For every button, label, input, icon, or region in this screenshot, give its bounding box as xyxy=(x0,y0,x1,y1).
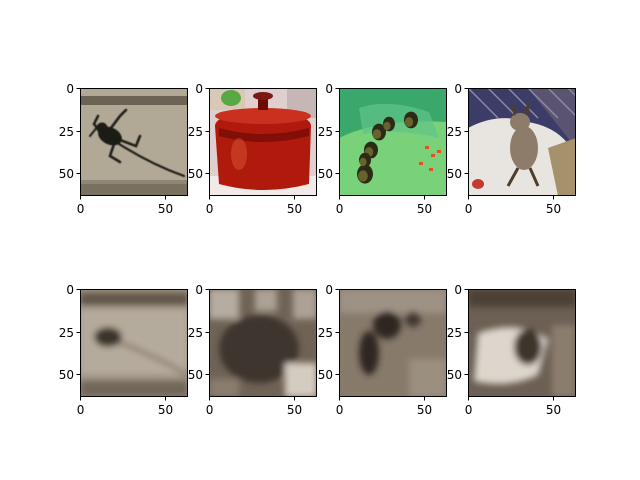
image-panel-r2c3: 0 50 0 25 50 xyxy=(318,283,447,417)
panel-image-r2c4 xyxy=(468,289,576,397)
panel-image-r2c1 xyxy=(80,289,188,397)
y-tick-label: 50 xyxy=(59,167,74,181)
x-tick-label: 50 xyxy=(417,403,432,417)
image-panel-r2c4: 0 50 0 25 50 xyxy=(447,283,576,417)
axes-frame xyxy=(209,88,317,196)
x-tick-label: 0 xyxy=(77,403,85,417)
axes-frame xyxy=(80,88,188,196)
x-tick-label: 50 xyxy=(417,202,432,216)
axes-frame xyxy=(339,289,447,397)
x-tick-label: 0 xyxy=(206,403,214,417)
y-tick-label: 50 xyxy=(447,167,462,181)
y-tick-label: 0 xyxy=(195,82,203,96)
image-panel-r2c2: 0 50 0 25 50 xyxy=(188,283,317,417)
panel-image-r1c2 xyxy=(209,88,317,196)
image-panel-r1c1: 0 50 0 25 50 xyxy=(59,82,188,216)
y-tick-label: 0 xyxy=(66,82,74,96)
x-tick-label: 0 xyxy=(77,202,85,216)
y-tick-label: 25 xyxy=(318,125,333,139)
panel-image-r2c2 xyxy=(209,289,317,397)
axes-frame xyxy=(209,289,317,397)
image-panel-r1c3: 0 50 0 25 50 xyxy=(318,82,447,216)
panel-image-r2c3 xyxy=(339,289,447,397)
y-tick-label: 0 xyxy=(454,82,462,96)
x-tick-label: 0 xyxy=(336,403,344,417)
image-panel-r1c4: 0 50 0 25 50 xyxy=(447,82,576,216)
y-tick-label: 0 xyxy=(325,283,333,297)
y-tick-label: 50 xyxy=(188,167,203,181)
y-tick-label: 25 xyxy=(59,326,74,340)
x-tick-label: 0 xyxy=(206,202,214,216)
x-tick-label: 0 xyxy=(465,202,473,216)
panel-image-r1c3 xyxy=(339,88,447,196)
axes-frame xyxy=(80,289,188,397)
image-panel-r1c2: 0 50 0 25 50 xyxy=(188,82,317,216)
x-tick-label: 50 xyxy=(158,202,173,216)
axes-frame xyxy=(468,88,576,196)
axes-frame xyxy=(468,289,576,397)
x-tick-label: 0 xyxy=(336,202,344,216)
y-tick-label: 0 xyxy=(454,283,462,297)
panel-image-r1c1 xyxy=(80,88,188,196)
x-tick-label: 50 xyxy=(287,403,302,417)
y-tick-label: 25 xyxy=(188,125,203,139)
y-tick-label: 0 xyxy=(195,283,203,297)
x-tick-label: 0 xyxy=(465,403,473,417)
x-tick-label: 50 xyxy=(158,403,173,417)
x-tick-label: 50 xyxy=(287,202,302,216)
y-tick-label: 25 xyxy=(447,326,462,340)
image-panel-r2c1: 0 50 0 25 50 xyxy=(59,283,188,417)
axes-frame xyxy=(339,88,447,196)
y-tick-label: 25 xyxy=(59,125,74,139)
y-tick-label: 50 xyxy=(447,368,462,382)
y-tick-label: 0 xyxy=(66,283,74,297)
y-tick-label: 25 xyxy=(188,326,203,340)
y-tick-label: 50 xyxy=(59,368,74,382)
x-tick-label: 50 xyxy=(546,202,561,216)
panel-image-r1c4 xyxy=(468,88,576,196)
y-tick-label: 50 xyxy=(188,368,203,382)
y-tick-label: 25 xyxy=(318,326,333,340)
y-tick-label: 50 xyxy=(318,167,333,181)
y-tick-label: 0 xyxy=(325,82,333,96)
y-tick-label: 25 xyxy=(447,125,462,139)
y-tick-label: 50 xyxy=(318,368,333,382)
x-tick-label: 50 xyxy=(546,403,561,417)
